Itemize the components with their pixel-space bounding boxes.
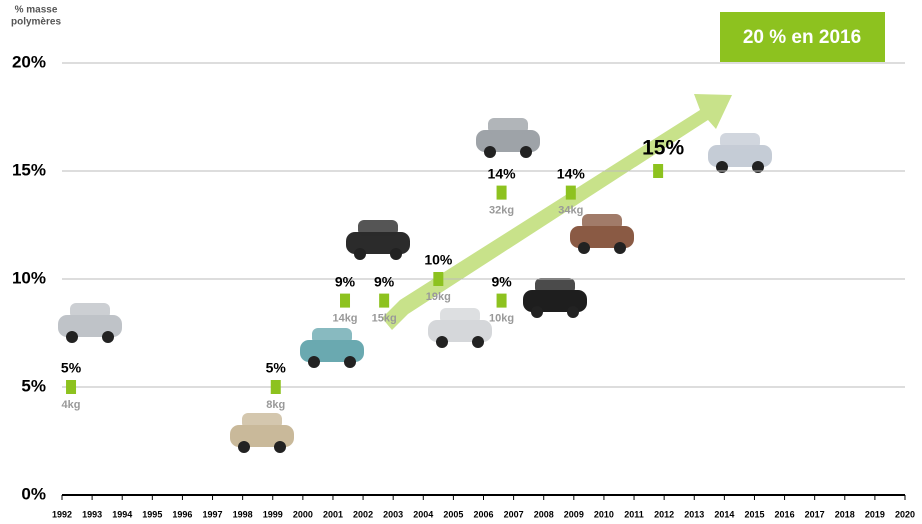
car-wheel	[354, 248, 366, 260]
x-tick-label: 1995	[142, 509, 162, 519]
car-window	[242, 413, 282, 429]
x-tick-label: 1998	[233, 509, 253, 519]
car-wheel	[436, 336, 448, 348]
car-wheel	[238, 441, 250, 453]
x-tick-label: 2003	[383, 509, 403, 519]
car-wheel	[520, 146, 532, 158]
car-wheel	[531, 306, 543, 318]
mass-label: 15kg	[372, 313, 397, 325]
y-label: polymères	[11, 17, 61, 28]
point	[433, 272, 443, 286]
x-tick-label: 2012	[654, 509, 674, 519]
point	[66, 380, 76, 394]
value-label: 14%	[557, 165, 586, 181]
car-window	[440, 308, 480, 324]
x-tick-label: 1992	[52, 509, 72, 519]
car-window	[535, 278, 575, 294]
y-tick-label: 10%	[12, 268, 46, 287]
mass-label: 10kg	[489, 313, 514, 325]
car-wheel	[614, 242, 626, 254]
car-wheel	[578, 242, 590, 254]
car-wheel	[66, 331, 78, 343]
value-label: 14%	[488, 165, 517, 181]
car-wheel	[274, 441, 286, 453]
car-window	[720, 133, 760, 149]
car-wheel	[484, 146, 496, 158]
y-tick-label: 20%	[12, 52, 46, 71]
x-tick-label: 2011	[624, 509, 644, 519]
car-wheel	[344, 356, 356, 368]
x-tick-label: 2018	[835, 509, 855, 519]
x-tick-label: 2015	[744, 509, 764, 519]
car-wheel	[390, 248, 402, 260]
x-tick-label: 2004	[413, 509, 433, 519]
annotation: 20 % en 2016	[743, 27, 861, 48]
mass-label: 19kg	[426, 291, 451, 303]
mass-label: 8kg	[266, 399, 285, 411]
mass-label: 32kg	[489, 205, 514, 217]
x-tick-label: 1999	[263, 509, 283, 519]
value-label: 9%	[374, 273, 395, 289]
point	[653, 164, 663, 178]
point	[271, 380, 281, 394]
car-window	[358, 220, 398, 236]
mass-label: 4kg	[62, 399, 81, 411]
chart: % masse polymères 20 % en 2016 0% 5% 10% 15…	[0, 0, 922, 524]
point	[566, 186, 576, 200]
x-tick-label: 2005	[443, 509, 463, 519]
x-tick-label: 2014	[714, 509, 734, 519]
point	[379, 294, 389, 308]
car-window	[488, 118, 528, 134]
x-tick-label: 1997	[203, 509, 223, 519]
value-label: 5%	[61, 360, 82, 376]
value-label: 5%	[266, 360, 287, 376]
x-tick-label: 1994	[112, 509, 132, 519]
y-tick-label: 15%	[12, 160, 46, 179]
y-label: % masse	[15, 5, 58, 16]
x-tick-label: 2013	[684, 509, 704, 519]
x-tick-label: 2001	[323, 509, 343, 519]
point	[340, 294, 350, 308]
point	[497, 294, 507, 308]
value-label: 10%	[424, 252, 453, 268]
x-tick-label: 2009	[564, 509, 584, 519]
x-tick-label: 2017	[805, 509, 825, 519]
value-label: 9%	[335, 273, 356, 289]
y-tick-label: 0%	[21, 484, 46, 503]
value-label: 9%	[491, 273, 512, 289]
x-tick-label: 2008	[534, 509, 554, 519]
x-tick-label: 2000	[293, 509, 313, 519]
car-wheel	[472, 336, 484, 348]
y-tick-label: 5%	[21, 376, 46, 395]
mass-label: 34kg	[558, 205, 583, 217]
x-tick-label: 2016	[775, 509, 795, 519]
car-illustrations	[58, 118, 772, 453]
x-tick-label: 2002	[353, 509, 373, 519]
value-label: 15%	[642, 137, 684, 160]
car-wheel	[308, 356, 320, 368]
car-window	[582, 214, 622, 230]
point	[497, 186, 507, 200]
car-window	[70, 303, 110, 319]
x-tick-label: 2020	[895, 509, 915, 519]
x-tick-label: 1996	[172, 509, 192, 519]
car-wheel	[102, 331, 114, 343]
x-tick-label: 2007	[504, 509, 524, 519]
x-tick-label: 2019	[865, 509, 885, 519]
x-tick-label: 2010	[594, 509, 614, 519]
car-window	[312, 328, 352, 344]
x-tick-label: 1993	[82, 509, 102, 519]
x-tick-label: 2006	[473, 509, 493, 519]
car-wheel	[567, 306, 579, 318]
mass-label: 14kg	[332, 313, 357, 325]
